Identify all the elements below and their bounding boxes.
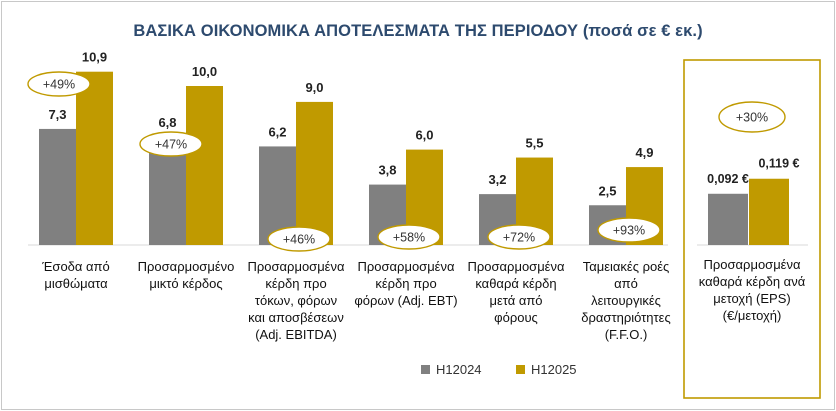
growth-label-2: +46%	[283, 233, 315, 247]
value-label-h12024-5: 2,5	[598, 183, 616, 198]
category-label-line: Προσαρμοσμένα	[357, 259, 455, 274]
category-label-0: Έσοδα από μισθώματα	[16, 258, 136, 292]
value-label-h12025-5: 4,9	[635, 145, 653, 160]
legend-label-h12024: H12024	[436, 362, 482, 377]
growth-label-eps: +30%	[736, 111, 768, 125]
legend-item-h12024: H12024	[421, 362, 482, 377]
value-label-h12024-3: 3,8	[378, 163, 396, 178]
category-label-line: τόκων, φόρων	[254, 293, 338, 308]
value-label-h12025-0: 10,9	[82, 50, 107, 65]
category-label-line: (F.F.O.)	[604, 327, 648, 342]
legend-item-h12025: H12025	[516, 362, 577, 377]
category-label-5: Ταμειακές ροές από λειτουργικές δραστηριότη…	[566, 258, 686, 343]
growth-badge-0	[27, 71, 91, 97]
value-label-h12025-3: 6,0	[415, 128, 433, 143]
legend-label-h12025: H12025	[531, 362, 577, 377]
category-label-line: (€/μετοχή)	[722, 308, 782, 323]
bar-eps-h12024	[708, 193, 748, 245]
bar-eps-h12025	[749, 178, 789, 245]
category-label-line: Έσοδα από	[42, 259, 110, 274]
category-label-line: (Adj. EBITDA)	[255, 327, 337, 342]
bar-h12024-0	[39, 128, 76, 245]
value-label-h12024-0: 7,3	[48, 107, 66, 122]
category-label-eps: Προσαρμοσμένα καθαρά κέρδη ανά μετοχή (EPS…	[686, 256, 818, 324]
growth-badge-1	[139, 131, 203, 157]
value-labels-layer: 7,3 10,9 6,8 10,0 6,2 9,0 3,8 6,0 3,2 5,5 2,5 4,9 0,…	[48, 50, 799, 199]
category-label-line: λειτουργικές	[591, 293, 661, 308]
category-label-line: Προσαρμοσμένα	[467, 259, 565, 274]
category-label-line: κέρδη προ	[375, 276, 437, 291]
category-label-3: Προσαρμοσμένα κέρδη προ φόρων (Adj. EBT)	[346, 258, 466, 309]
category-label-line: από	[614, 276, 638, 291]
category-label-line: και αποσβέσεων	[248, 310, 344, 325]
value-label-h12024-4: 3,2	[488, 172, 506, 187]
category-label-line: Προσαρμοσμένα	[703, 257, 801, 272]
growth-badge-3	[377, 224, 441, 250]
category-label-line: μετά από	[489, 293, 543, 308]
category-label-line: μισθώματα	[44, 276, 108, 291]
legend-swatch-h12024	[421, 365, 430, 374]
growth-label-0: +49%	[43, 78, 75, 92]
growth-label-3: +58%	[393, 231, 425, 245]
growth-label-1: +47%	[155, 138, 187, 152]
category-label-2: Προσαρμοσμένα κέρδη προ τόκων, φόρων και απ…	[236, 258, 356, 343]
category-label-line: μικτό κέρδος	[149, 276, 223, 291]
bar-h12025-0	[76, 71, 113, 245]
category-label-line: καθαρά κέρδη	[475, 276, 557, 291]
growth-badge-2	[267, 226, 331, 252]
category-label-line: Ταμειακές ροές	[582, 259, 670, 274]
value-label-h12025-2: 9,0	[305, 80, 323, 95]
growth-label-4: +72%	[503, 231, 535, 245]
category-label-4: Προσαρμοσμένα καθαρά κέρδη μετά από φόρους	[456, 258, 576, 326]
value-label-h12024-2: 6,2	[268, 124, 286, 139]
bars-layer	[39, 71, 789, 246]
bar-h12025-1	[186, 86, 223, 245]
value-label-eps-h12024: 0,092 €	[707, 172, 749, 186]
bar-h12025-2	[296, 101, 333, 246]
growth-badge-4	[487, 224, 551, 250]
category-label-line: Προσαρμοσμένο	[137, 259, 235, 274]
growth-label-5: +93%	[613, 224, 645, 238]
category-label-1: Προσαρμοσμένο μικτό κέρδος	[126, 258, 246, 292]
growth-badge-5	[597, 217, 661, 243]
category-label-line: δραστηριότητες	[581, 310, 671, 325]
category-label-line: μετοχή (EPS)	[713, 291, 791, 306]
value-label-h12024-1: 6,8	[158, 115, 176, 130]
category-label-line: κέρδη προ	[265, 276, 327, 291]
category-label-line: φόρους	[494, 310, 538, 325]
category-label-line: καθαρά κέρδη ανά	[698, 274, 806, 289]
growth-badge-eps	[718, 101, 786, 133]
value-label-h12025-4: 5,5	[525, 136, 543, 151]
category-label-line: φόρων (Adj. EBT)	[354, 293, 458, 308]
chart-title: ΒΑΣΙΚΑ ΟΙΚΟΝΟΜΙΚΑ ΑΠΟΤΕΛΕΣΜΑΤΑ ΤΗΣ ΠΕΡΙΟ…	[133, 22, 703, 40]
growth-labels-layer: +49% +47% +46% +58% +72% +93% +30%	[27, 71, 786, 252]
legend-swatch-h12025	[516, 365, 525, 374]
value-label-h12025-1: 10,0	[192, 64, 217, 79]
category-label-line: Προσαρμοσμένα	[247, 259, 345, 274]
value-label-eps-h12025: 0,119 €	[758, 157, 799, 171]
